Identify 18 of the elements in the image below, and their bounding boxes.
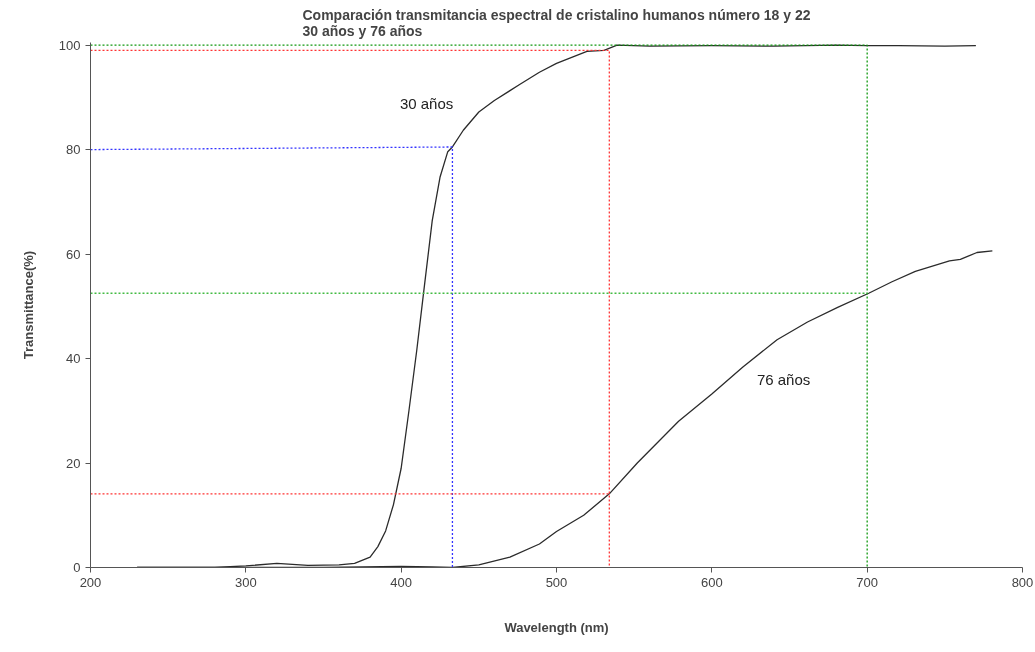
x-tick-label: 600 (700, 574, 723, 590)
y-tick-label: 0 (73, 560, 81, 575)
x-tick-label: 200 (79, 574, 102, 590)
x-axis-title: Wavelength (nm) (504, 619, 609, 635)
y-tick-label: 100 (58, 37, 81, 53)
y-tick-label: 20 (66, 455, 81, 471)
x-tick-label: 500 (545, 574, 568, 590)
series-label: 76 años (756, 370, 811, 388)
series-label: 30 años (399, 95, 454, 113)
y-tick-label: 40 (66, 351, 81, 367)
y-axis-title: Transmittance(%) (20, 250, 36, 360)
x-tick-label: 400 (390, 574, 413, 590)
y-tick-label: 80 (66, 142, 81, 158)
chart-title: Comparación transmitancia espectral de cristalino humanos número 18 y 22 30 años y 76 años (302, 6, 811, 39)
x-tick-label: 300 (234, 574, 257, 590)
x-tick-label: 700 (856, 574, 879, 590)
y-tick-label: 60 (66, 246, 81, 262)
x-tick-label: 800 (1011, 574, 1034, 590)
